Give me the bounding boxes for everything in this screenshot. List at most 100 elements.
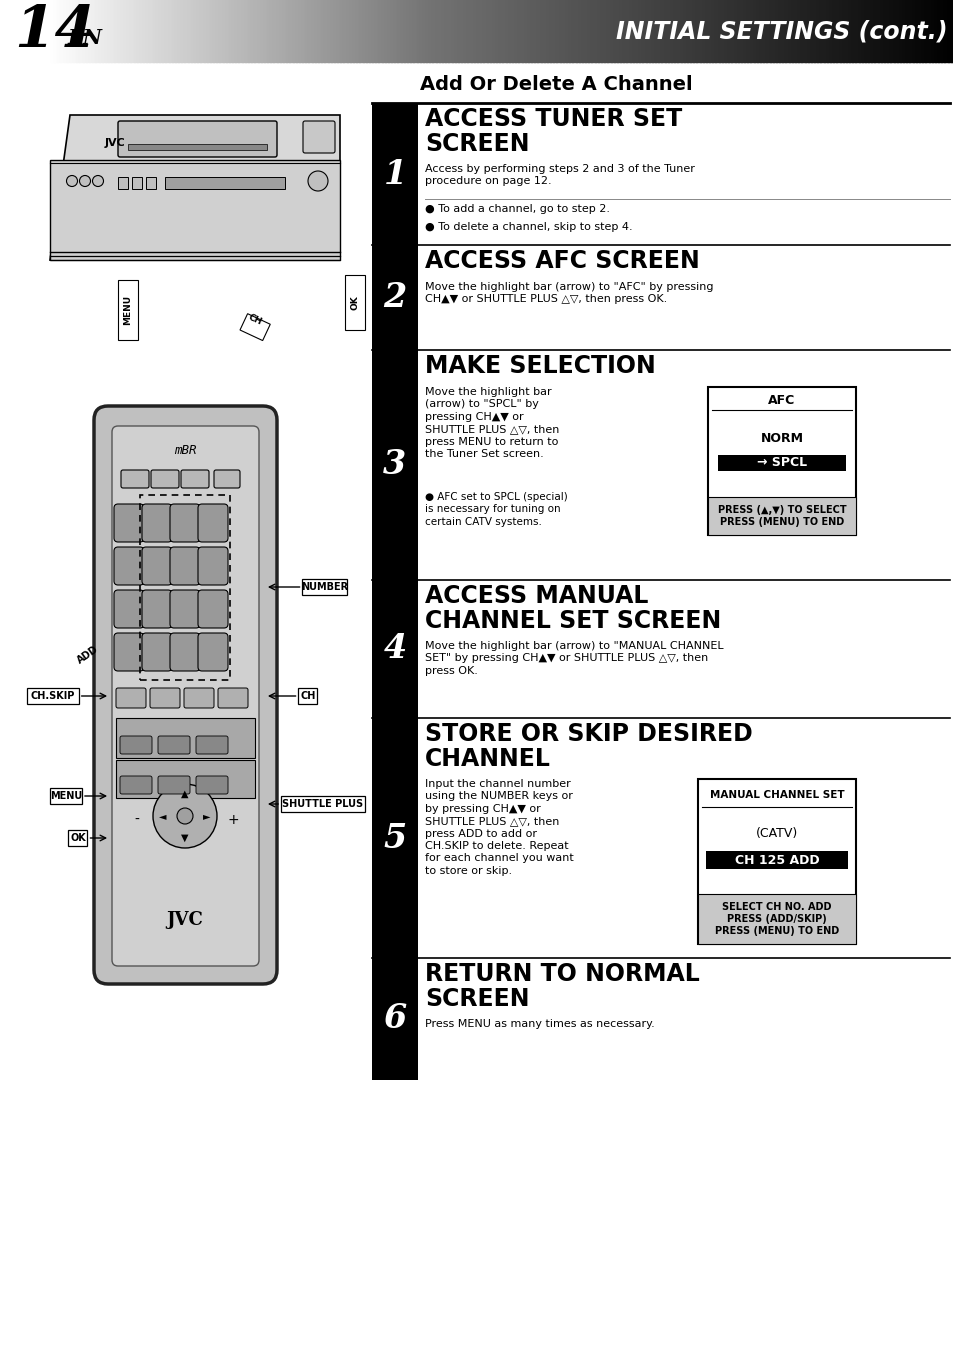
Bar [178,797,192,811]
Bar [416,0,420,62]
Bar [934,0,938,62]
Bar [41,0,46,62]
Text: (CATV): (CATV) [755,827,798,840]
Bar [98,0,103,62]
Bar [64,0,68,62]
Bar [3,0,8,62]
Bar [619,0,623,62]
Bar [760,0,763,62]
Bar [146,0,151,62]
Bar [295,0,299,62]
Bar [455,0,458,62]
Bar [915,0,919,62]
Bar [562,0,566,62]
Bar [79,0,84,62]
Text: 4: 4 [383,633,406,665]
Bar [801,0,804,62]
Bar [289,0,294,62]
Bar [902,0,906,62]
Bar [38,0,42,62]
Bar [331,0,335,62]
Bar [912,0,916,62]
Bar [312,0,315,62]
Bar [281,796,365,812]
Bar [116,718,254,758]
Text: ACCESS MANUAL
CHANNEL SET SCREEN: ACCESS MANUAL CHANNEL SET SCREEN [424,584,720,633]
Bar [670,0,675,62]
Bar [226,0,230,62]
Circle shape [308,171,328,192]
Bar [658,0,661,62]
Text: JVC: JVC [167,911,203,929]
Bar [136,0,141,62]
Bar [257,0,261,62]
Bar [889,0,894,62]
Bar [893,0,897,62]
Bar [498,0,503,62]
Bar [375,0,379,62]
Bar [232,0,236,62]
Bar [798,0,801,62]
Text: STORE OR SKIP DESIRED
CHANNEL: STORE OR SKIP DESIRED CHANNEL [424,722,752,770]
Bar [353,0,356,62]
Bar [537,0,541,62]
Text: Move the highlight bar (arrow) to "MANUAL CHANNEL
SET" by pressing CH▲▼ or SHUTT: Move the highlight bar (arrow) to "MANUA… [424,641,723,676]
Text: CH: CH [247,313,263,326]
Text: ● To delete a channel, skip to step 4.: ● To delete a channel, skip to step 4. [424,223,632,232]
Bar [73,0,77,62]
Bar [707,496,855,536]
Bar [197,0,201,62]
Bar [476,0,480,62]
Bar [200,0,204,62]
Bar [493,0,497,62]
Bar [836,0,840,62]
Text: 1: 1 [383,158,406,190]
Bar [345,275,365,331]
Bar [213,0,217,62]
Bar [677,0,680,62]
Bar [750,0,754,62]
Bar [715,0,719,62]
Bar [578,0,582,62]
Bar [241,0,246,62]
Bar [486,0,490,62]
Bar [388,0,392,62]
Text: MAKE SELECTION: MAKE SELECTION [424,353,655,378]
Bar [302,579,347,595]
Bar [298,688,317,704]
Text: MANUAL CHANNEL SET: MANUAL CHANNEL SET [709,791,843,800]
FancyBboxPatch shape [113,633,144,670]
Bar [314,0,318,62]
Bar [779,0,782,62]
Bar [505,0,509,62]
Text: ►: ► [203,811,211,822]
Text: PRESS (▲,▼) TO SELECT
PRESS (MENU) TO END: PRESS (▲,▼) TO SELECT PRESS (MENU) TO EN… [717,505,845,527]
Bar [69,830,88,846]
Text: OK: OK [350,295,359,310]
FancyBboxPatch shape [170,505,200,542]
Bar [102,0,106,62]
Bar [334,0,337,62]
Bar [896,0,900,62]
Bar [448,0,452,62]
Bar [753,0,757,62]
Bar [483,0,487,62]
Bar [756,0,760,62]
Bar [31,0,36,62]
Circle shape [67,175,77,186]
FancyBboxPatch shape [181,469,209,488]
FancyBboxPatch shape [142,505,172,542]
Bar [127,0,132,62]
Bar [877,0,881,62]
Bar [150,0,153,62]
Bar [438,0,442,62]
FancyBboxPatch shape [198,546,228,585]
Bar [584,0,589,62]
Bar [229,0,233,62]
Text: OK: OK [71,832,86,843]
Bar [51,0,55,62]
Text: ▲: ▲ [181,789,189,799]
Bar [178,822,192,835]
Bar [50,161,339,260]
Bar [146,177,156,189]
